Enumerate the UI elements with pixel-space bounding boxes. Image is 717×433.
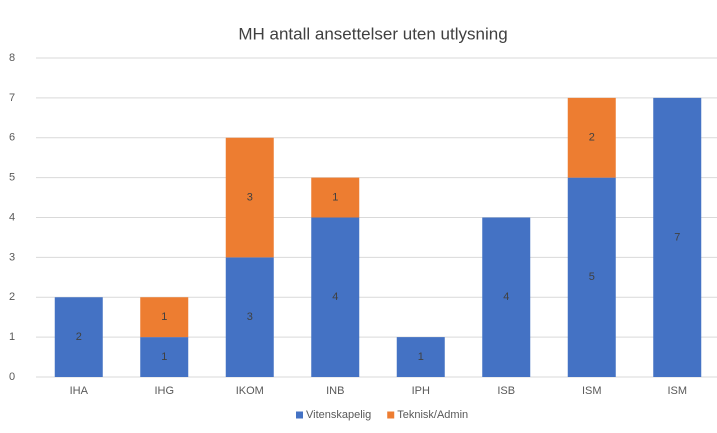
- legend-swatch: [296, 411, 303, 419]
- bar-segment: [311, 217, 360, 377]
- x-tick-label: IKOM: [236, 385, 264, 397]
- y-tick-label: 5: [9, 172, 15, 184]
- y-tick-label: 8: [9, 52, 15, 64]
- bar-segment: [567, 177, 616, 377]
- bar-segment: [225, 137, 274, 258]
- data-label: 3: [247, 311, 253, 323]
- bar-segment: [482, 217, 531, 377]
- bar-segment: [225, 257, 274, 377]
- data-label: 4: [503, 291, 509, 303]
- data-label: 1: [161, 351, 167, 363]
- data-label: 7: [674, 231, 680, 243]
- data-label: 1: [161, 311, 167, 323]
- y-tick-label: 6: [9, 132, 15, 144]
- bar-segment: [54, 297, 103, 377]
- data-label: 5: [589, 271, 595, 283]
- y-tick-label: 4: [9, 211, 15, 223]
- bar-segment: [653, 97, 702, 377]
- x-tick-label: IHA: [70, 385, 89, 397]
- y-tick-label: 1: [9, 331, 15, 343]
- y-tick-label: 0: [9, 371, 15, 383]
- x-tick-label: IPH: [412, 385, 430, 397]
- y-tick-label: 7: [9, 92, 15, 104]
- chart-title: MH antall ansettelser uten utlysning: [238, 24, 507, 43]
- data-label: 1: [332, 191, 338, 203]
- data-label: 1: [418, 351, 424, 363]
- legend-label: Teknisk/Admin: [397, 409, 468, 421]
- legend-swatch: [387, 411, 395, 419]
- data-label: 2: [589, 132, 595, 144]
- y-tick-label: 3: [9, 251, 15, 263]
- x-tick-label: ISM: [667, 385, 687, 397]
- data-label: 2: [76, 331, 82, 343]
- data-label: 4: [332, 291, 338, 303]
- bar-segment: [396, 337, 445, 377]
- x-tick-label: ISM: [582, 385, 602, 397]
- data-label: 3: [247, 191, 253, 203]
- x-tick-label: IHG: [154, 385, 174, 397]
- legend-label: Vitenskapelig: [306, 409, 371, 421]
- y-tick-label: 2: [9, 291, 15, 303]
- bar-segment: [311, 177, 360, 218]
- bar-segment: [140, 297, 189, 338]
- x-tick-label: ISB: [497, 385, 515, 397]
- bar-segment: [567, 97, 616, 178]
- bar-segment: [140, 337, 189, 377]
- x-tick-label: INB: [326, 385, 344, 397]
